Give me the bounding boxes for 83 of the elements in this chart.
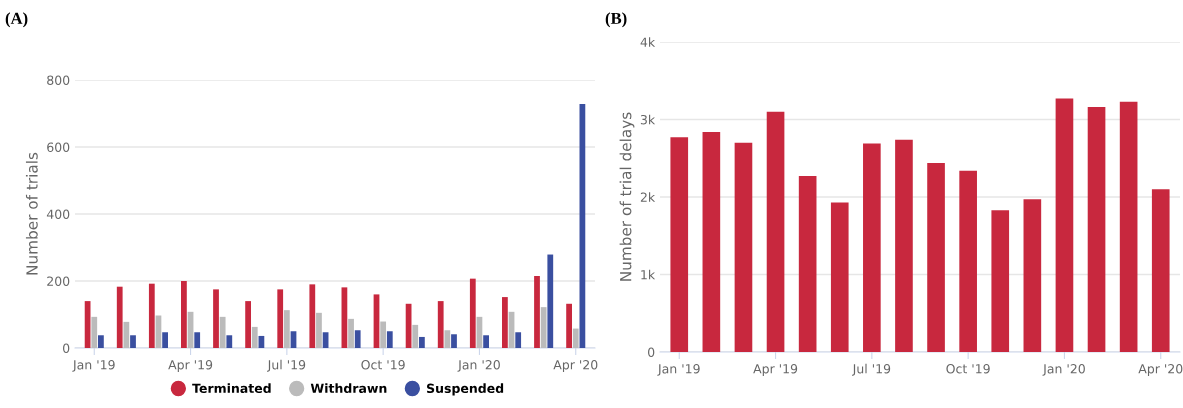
x-tick-label: Apr '19 — [753, 364, 798, 376]
bar — [483, 335, 489, 348]
x-tick-label: Jan '19 — [657, 364, 700, 376]
bar — [251, 326, 258, 348]
bar — [1087, 107, 1106, 352]
legend-label: Withdrawn — [310, 383, 387, 394]
x-tick-label: Jan '19 — [72, 360, 115, 372]
bar — [213, 289, 219, 348]
bar — [277, 289, 284, 348]
bar — [959, 170, 977, 352]
bar — [670, 137, 689, 352]
y-tick-label: 600 — [47, 142, 70, 152]
bar — [181, 281, 187, 348]
bar — [123, 321, 130, 348]
y-tick-label: 3k — [640, 114, 656, 125]
x-tick-label: Jan '20 — [457, 360, 500, 372]
bar — [194, 332, 201, 348]
bar — [1151, 189, 1170, 352]
y-tick-label: 2k — [640, 192, 656, 202]
bar — [798, 176, 817, 352]
bar — [830, 202, 849, 352]
chart-title: (B) — [605, 12, 627, 28]
y-axis-title: Number of trial delays — [619, 112, 635, 281]
bar — [283, 310, 290, 348]
bar — [98, 335, 104, 348]
x-tick-label: Oct '19 — [946, 364, 990, 374]
y-tick-label: 400 — [46, 209, 70, 219]
x-tick-label: Apr '20 — [1138, 364, 1183, 376]
bar — [386, 331, 393, 348]
x-tick-label: Apr '19 — [168, 360, 213, 372]
y-axis-title: Number of trials — [25, 152, 38, 275]
bar — [702, 131, 721, 352]
bar — [437, 301, 444, 348]
bar — [162, 332, 168, 348]
bar — [515, 332, 522, 348]
y-tick-label: 200 — [47, 276, 70, 286]
bar — [579, 104, 586, 348]
chart-title: (A) — [5, 12, 28, 28]
bar — [566, 303, 572, 348]
bar — [226, 335, 233, 348]
bar — [245, 301, 251, 348]
bar — [354, 330, 361, 348]
bar — [84, 301, 91, 348]
y-tick-label: 4k — [640, 37, 656, 47]
bar — [380, 321, 387, 348]
legend-label: Terminated — [192, 383, 271, 394]
bar — [348, 318, 354, 348]
bar — [451, 334, 457, 348]
x-tick-label: Oct '19 — [361, 360, 405, 370]
bar — [1023, 199, 1042, 352]
bar — [116, 286, 123, 348]
bar — [130, 335, 136, 348]
bar — [309, 284, 316, 348]
bar — [412, 324, 419, 348]
bar — [469, 278, 476, 348]
y-tick-label: 0 — [648, 347, 655, 357]
bar — [316, 312, 322, 348]
bar — [1055, 98, 1074, 352]
bar — [863, 143, 881, 352]
bar — [540, 307, 547, 348]
y-tick-label: 1k — [641, 269, 656, 280]
bar — [219, 316, 226, 348]
bar — [502, 297, 508, 348]
bar — [1119, 101, 1138, 352]
bar — [444, 330, 451, 348]
bar — [734, 142, 753, 352]
x-tick-label: Jul '19 — [267, 359, 306, 372]
x-tick-label: Apr '20 — [553, 360, 598, 372]
y-tick-label: 0 — [63, 343, 70, 353]
x-tick-label: Jul '19 — [852, 363, 891, 376]
bar — [927, 162, 945, 352]
bar — [547, 254, 554, 348]
bar — [91, 316, 98, 348]
legend-label: Suspended — [427, 383, 504, 396]
x-tick-label: Jan '20 — [1042, 364, 1085, 376]
bar — [991, 210, 1010, 352]
bar — [766, 111, 785, 352]
bar — [419, 336, 425, 348]
bar — [895, 139, 913, 352]
bar — [534, 275, 540, 348]
bar — [572, 328, 579, 348]
y-tick-label: 800 — [47, 75, 70, 85]
bar — [148, 283, 155, 348]
